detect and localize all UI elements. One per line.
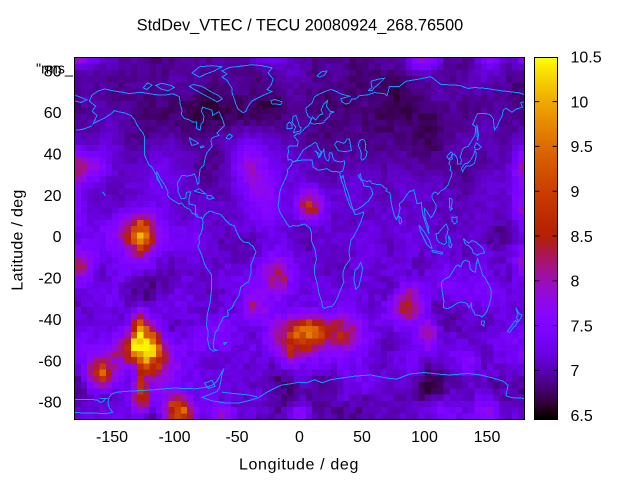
svg-text:20: 20 bbox=[44, 188, 62, 205]
svg-text:Latitude / deg: Latitude / deg bbox=[10, 189, 27, 290]
svg-text:-60: -60 bbox=[38, 353, 61, 370]
svg-text:60: 60 bbox=[44, 105, 62, 122]
svg-text:40: 40 bbox=[44, 147, 62, 164]
svg-text:StdDev_VTEC / TECU 20080924_26: StdDev_VTEC / TECU 20080924_268.76500 bbox=[137, 17, 463, 35]
svg-text:0: 0 bbox=[295, 429, 304, 446]
svg-text:8: 8 bbox=[571, 274, 580, 291]
svg-text:9: 9 bbox=[571, 184, 580, 201]
svg-text:9.5: 9.5 bbox=[571, 139, 593, 156]
svg-text:10.5: 10.5 bbox=[571, 50, 602, 67]
svg-text:-20: -20 bbox=[38, 271, 61, 288]
svg-text:8.5: 8.5 bbox=[571, 229, 593, 246]
svg-text:-80: -80 bbox=[38, 395, 61, 412]
svg-text:150: 150 bbox=[474, 429, 501, 446]
svg-text:10: 10 bbox=[571, 94, 589, 111]
svg-text:-40: -40 bbox=[38, 312, 61, 329]
svg-text:-100: -100 bbox=[158, 429, 190, 446]
svg-text:6.5: 6.5 bbox=[571, 408, 593, 425]
svg-text:0: 0 bbox=[53, 229, 62, 246]
svg-text:"rms_: "rms_ bbox=[36, 62, 74, 78]
svg-text:80: 80 bbox=[44, 64, 62, 81]
svg-text:100: 100 bbox=[411, 429, 438, 446]
svg-text:-150: -150 bbox=[96, 429, 128, 446]
svg-text:Longitude / deg: Longitude / deg bbox=[239, 456, 359, 473]
svg-text:7.5: 7.5 bbox=[571, 318, 593, 335]
svg-text:50: 50 bbox=[353, 429, 371, 446]
svg-text:7: 7 bbox=[571, 363, 580, 380]
svg-text:-50: -50 bbox=[225, 429, 248, 446]
